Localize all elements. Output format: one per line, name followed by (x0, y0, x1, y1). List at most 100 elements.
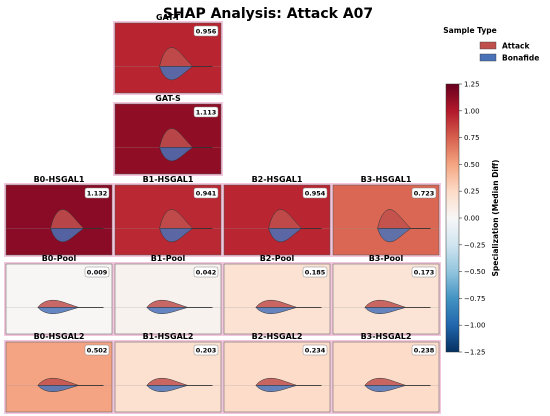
colorbar-tick-label: 0.00 (464, 215, 480, 223)
value-label: 0.502 (87, 347, 108, 355)
value-label: 0.941 (196, 190, 217, 198)
colorbar-tick-label: 0.75 (464, 134, 480, 142)
panel-frame (331, 262, 441, 336)
violin-bonafide (255, 385, 322, 392)
panel-b0-pool: B0-Pool 0.009 (4, 254, 114, 336)
colorbar-tick-label: 0.25 (464, 188, 480, 196)
panel-title: B2-Pool (260, 254, 295, 263)
panel-title: B2-HSGAL1 (252, 175, 303, 184)
violin-bonafide (146, 385, 213, 392)
value-label: 0.954 (305, 190, 326, 198)
value-badge (411, 266, 437, 278)
violin-bonafide (37, 385, 104, 392)
panel-frame (331, 340, 441, 414)
panel-title: B1-Pool (151, 254, 186, 263)
panel-gat-t: GAT-T 0.956 (113, 13, 223, 95)
value-badge (411, 187, 437, 199)
legend: Sample Type Attack Bonafide (443, 26, 539, 63)
violin-bonafide (37, 307, 104, 314)
panel-title: B0-HSGAL1 (34, 175, 85, 184)
panel-title: B2-HSGAL2 (252, 332, 303, 341)
value-label: 0.238 (414, 347, 435, 355)
value-badge (84, 344, 110, 356)
value-label: 1.113 (196, 109, 217, 117)
colorbar-tick-label: −0.75 (464, 295, 485, 303)
panel-title: B1-HSGAL2 (143, 332, 194, 341)
violin-bonafide (268, 228, 322, 243)
value-label: 0.009 (87, 269, 108, 277)
violin-bonafide (377, 228, 431, 243)
panel-title: B3-HSGAL1 (361, 175, 412, 184)
colorbar-tick-label: −1.25 (464, 349, 485, 357)
value-badge (411, 344, 437, 356)
value-badge (84, 187, 110, 199)
panel-title: B3-HSGAL2 (361, 332, 412, 341)
violin-bonafide (159, 147, 213, 162)
colorbar: 1.25 1.00 0.75 0.50 0.25 0.00 −0.25 −0.50 −0.75 −… (445, 81, 500, 357)
violin-bonafide (364, 385, 431, 392)
value-badge (193, 266, 219, 278)
panel-title: GAT-S (155, 94, 181, 103)
violin-bonafide (255, 307, 322, 314)
panel-title: B0-HSGAL2 (34, 332, 85, 341)
colorbar-tick-label: −1.00 (464, 322, 485, 330)
value-badge (193, 106, 219, 118)
value-label: 0.173 (414, 269, 435, 277)
colorbar-tick-label: 1.00 (464, 107, 480, 115)
panel-title: B1-HSGAL1 (143, 175, 194, 184)
violin-bonafide (146, 307, 213, 314)
panels-grid: GAT-T0.956GAT-S1.113B0-HSGAL11.132B1-HSG… (4, 13, 441, 414)
panel-b3-pool: B3-Pool 0.173 (331, 254, 441, 336)
legend-label-attack: Attack (502, 42, 530, 51)
panel-frame (113, 21, 223, 95)
panel-frame (113, 102, 223, 176)
value-badge (302, 187, 328, 199)
legend-swatch-attack (479, 41, 497, 50)
value-label: 0.234 (305, 347, 326, 355)
violin-bonafide (159, 66, 213, 81)
colorbar-tick-label: 0.50 (464, 161, 480, 169)
colorbar-gradient (445, 83, 460, 353)
panel-b1-pool: B1-Pool 0.042 (113, 254, 223, 336)
panel-b2-pool: B2-Pool 0.185 (222, 254, 332, 336)
value-badge (302, 266, 328, 278)
value-badge (302, 344, 328, 356)
value-label: 0.203 (196, 347, 217, 355)
colorbar-tick-label: −0.25 (464, 241, 485, 249)
colorbar-tick-label: −0.50 (464, 268, 485, 276)
value-label: 0.956 (196, 28, 217, 36)
colorbar-ticks: 1.25 1.00 0.75 0.50 0.25 0.00 −0.25 −0.50 −0.75 −… (459, 81, 485, 357)
violin-bonafide (159, 228, 213, 243)
value-label: 0.185 (305, 269, 326, 277)
value-badge (84, 266, 110, 278)
panel-frame (331, 183, 441, 257)
value-label: 1.132 (87, 190, 108, 198)
colorbar-tick-label: 1.25 (464, 81, 480, 89)
panel-title: B3-Pool (369, 254, 404, 263)
legend-label-bonafide: Bonafide (502, 54, 539, 63)
legend-swatch-bonafide (479, 53, 497, 62)
panel-gat-s: GAT-S 1.113 (113, 94, 223, 176)
value-badge (193, 344, 219, 356)
panel-background (114, 341, 222, 413)
value-badge (193, 187, 219, 199)
panel-title: B0-Pool (42, 254, 77, 263)
value-badge (193, 25, 219, 37)
violin-bonafide (50, 228, 104, 243)
chart-title: SHAP Analysis: Attack A07 (163, 6, 373, 22)
value-label: 0.723 (414, 190, 435, 198)
value-label: 0.042 (196, 269, 217, 277)
colorbar-label: Specialization (Median Diff) (491, 160, 500, 277)
violin-bonafide (364, 307, 431, 314)
panel-title: GAT-T (156, 13, 181, 22)
legend-title: Sample Type (443, 26, 497, 35)
